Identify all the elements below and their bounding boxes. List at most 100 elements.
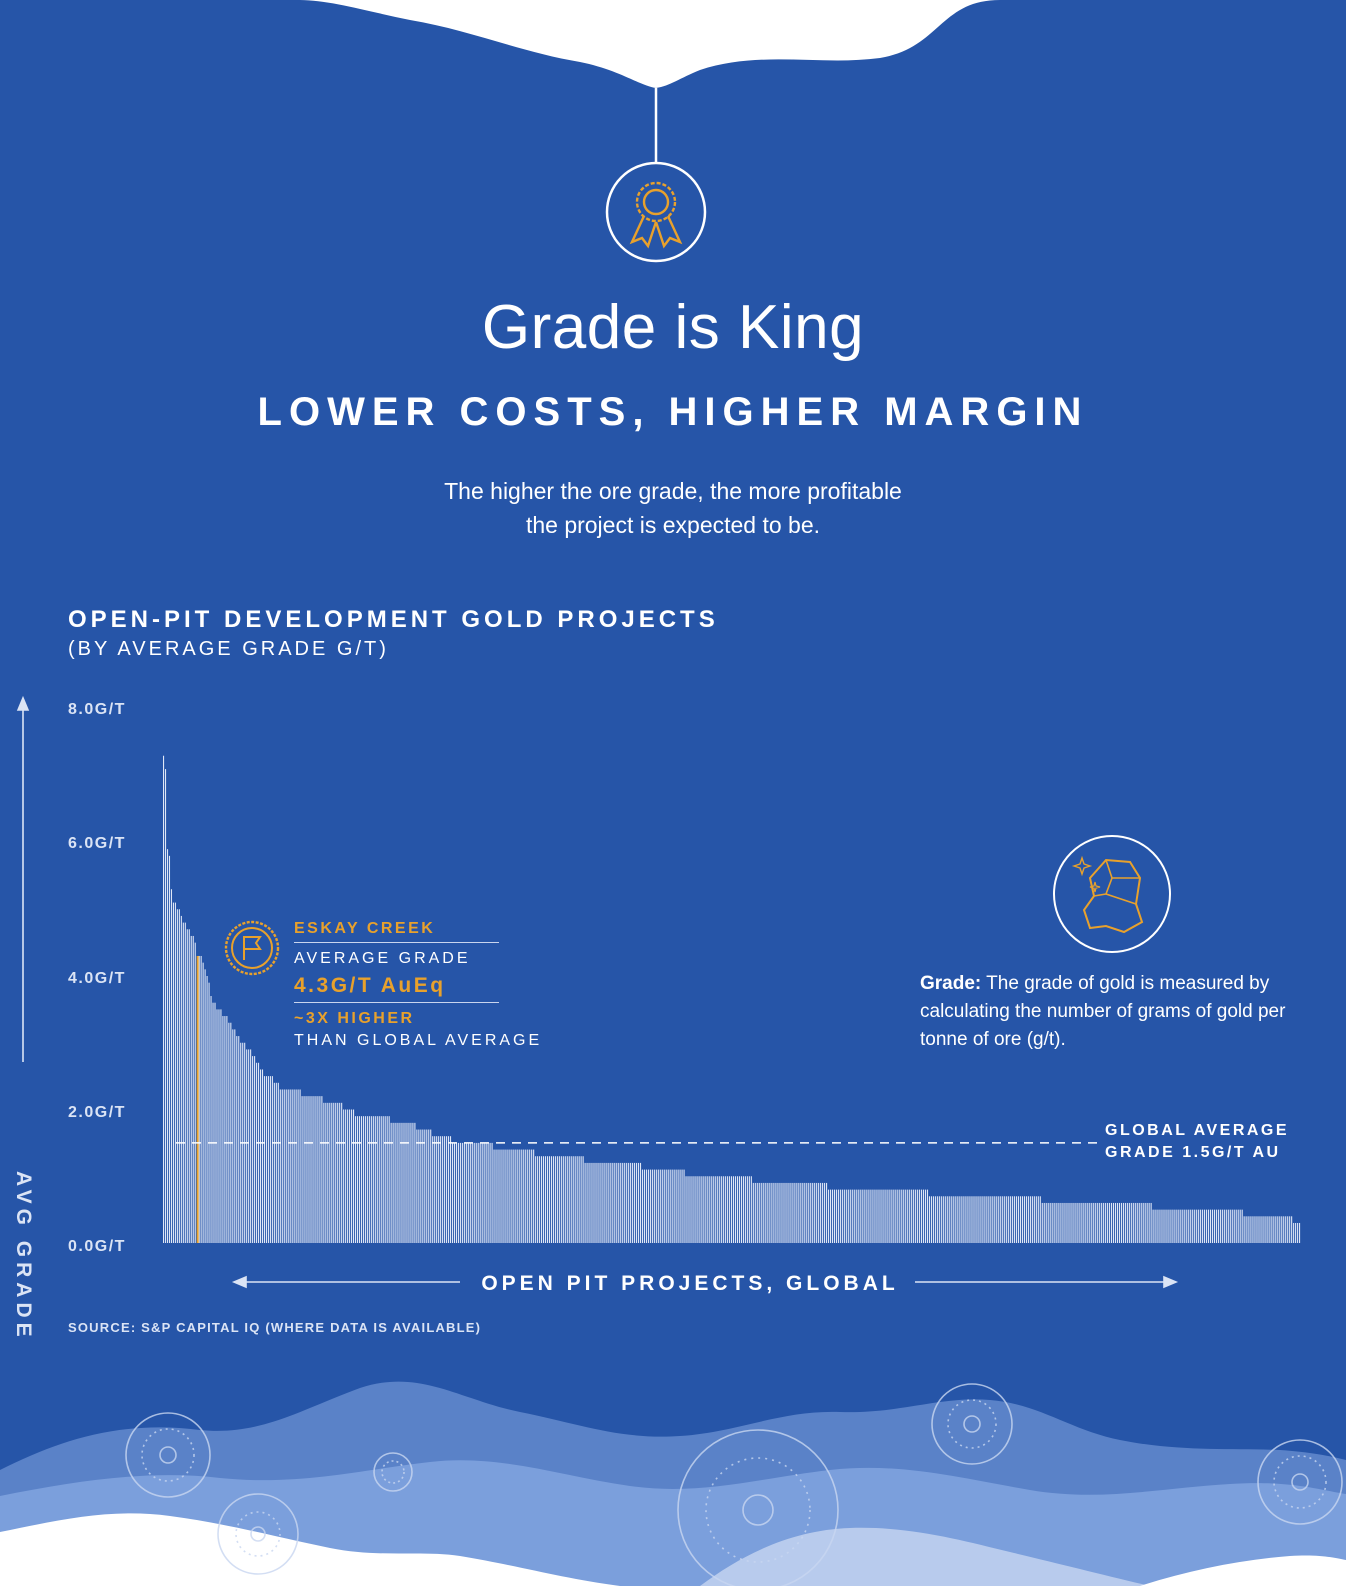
bar <box>1087 1202 1089 1243</box>
bar <box>596 1162 598 1243</box>
bar <box>905 1189 907 1243</box>
bar <box>182 922 184 1243</box>
bar <box>1079 1202 1081 1243</box>
bar <box>564 1156 566 1243</box>
bar <box>719 1176 721 1243</box>
bar <box>208 982 210 1243</box>
bar <box>248 1049 250 1243</box>
bar <box>679 1169 681 1243</box>
bar <box>833 1189 836 1243</box>
bar <box>1116 1202 1119 1243</box>
bar <box>168 855 171 1243</box>
bar <box>968 1196 970 1243</box>
bar <box>721 1176 723 1243</box>
bar <box>263 1076 266 1244</box>
bar <box>732 1176 735 1243</box>
bar <box>566 1156 568 1243</box>
bar <box>618 1162 620 1243</box>
bar <box>663 1169 665 1243</box>
bar <box>438 1136 440 1243</box>
bar <box>366 1116 368 1243</box>
bar <box>285 1089 287 1243</box>
bar <box>1132 1202 1134 1243</box>
bar <box>736 1176 739 1243</box>
intro-text: The higher the ore grade, the more profi… <box>373 474 973 542</box>
bar <box>639 1162 642 1243</box>
bar <box>250 1049 252 1243</box>
highlighted-bar <box>196 955 200 1243</box>
bar <box>946 1196 948 1243</box>
bar <box>1237 1209 1239 1244</box>
annotation-project-name: ESKAY CREEK <box>294 920 436 937</box>
bar <box>477 1142 479 1244</box>
bar <box>279 1089 281 1243</box>
bar <box>289 1089 291 1243</box>
intro-line-1: The higher the ore grade, the more profi… <box>444 478 902 504</box>
bar <box>558 1156 560 1243</box>
bar <box>984 1196 986 1243</box>
bar <box>1192 1209 1194 1244</box>
bar <box>669 1169 671 1243</box>
bar <box>1229 1209 1231 1244</box>
bar <box>1259 1216 1261 1243</box>
bar <box>353 1109 355 1243</box>
bars-group <box>163 755 1301 1244</box>
bar <box>1231 1209 1233 1244</box>
bar <box>1033 1196 1035 1243</box>
bar <box>851 1189 853 1243</box>
bar <box>354 1116 357 1243</box>
bar <box>1075 1202 1077 1243</box>
bar <box>505 1149 507 1243</box>
bar <box>744 1176 746 1243</box>
annotation-value: 4.3G/T AuEq <box>294 974 446 997</box>
bar <box>376 1116 378 1243</box>
bar <box>529 1149 531 1243</box>
bar <box>972 1196 974 1243</box>
x-axis-arrows <box>231 1275 1179 1289</box>
bar <box>996 1196 998 1243</box>
bar <box>1140 1202 1142 1243</box>
bar <box>697 1176 699 1243</box>
bar <box>645 1169 647 1243</box>
bar <box>897 1189 899 1243</box>
bar <box>436 1136 438 1243</box>
bar <box>487 1142 489 1244</box>
bar <box>784 1182 786 1243</box>
bar <box>738 1176 741 1243</box>
top-snow-shape <box>0 0 1346 88</box>
bar <box>1051 1202 1053 1243</box>
bar <box>930 1196 932 1243</box>
bar <box>1160 1209 1162 1244</box>
bar <box>586 1162 588 1243</box>
bar <box>1202 1209 1204 1244</box>
bar <box>911 1189 913 1243</box>
bar <box>796 1182 798 1243</box>
bar <box>871 1189 873 1243</box>
bar <box>948 1196 950 1243</box>
bar <box>307 1096 309 1243</box>
bar <box>1241 1209 1243 1244</box>
bar <box>1223 1209 1225 1244</box>
bar <box>970 1196 972 1243</box>
award-ribbon-icon <box>629 181 683 249</box>
bar <box>614 1162 616 1243</box>
bar <box>988 1196 990 1243</box>
bar <box>1136 1202 1138 1243</box>
bar <box>163 755 165 1243</box>
bar <box>921 1189 923 1243</box>
bar <box>1045 1202 1047 1243</box>
bar <box>200 955 202 1243</box>
bar <box>839 1189 841 1243</box>
bar <box>533 1149 535 1243</box>
bar <box>1109 1202 1111 1243</box>
bar <box>426 1129 428 1243</box>
bar <box>380 1116 382 1243</box>
bar <box>166 849 169 1243</box>
bar <box>315 1096 317 1243</box>
bar <box>942 1196 944 1243</box>
bar <box>705 1176 707 1243</box>
bar <box>1061 1202 1063 1243</box>
bar <box>1114 1202 1117 1243</box>
bar <box>1016 1196 1018 1243</box>
